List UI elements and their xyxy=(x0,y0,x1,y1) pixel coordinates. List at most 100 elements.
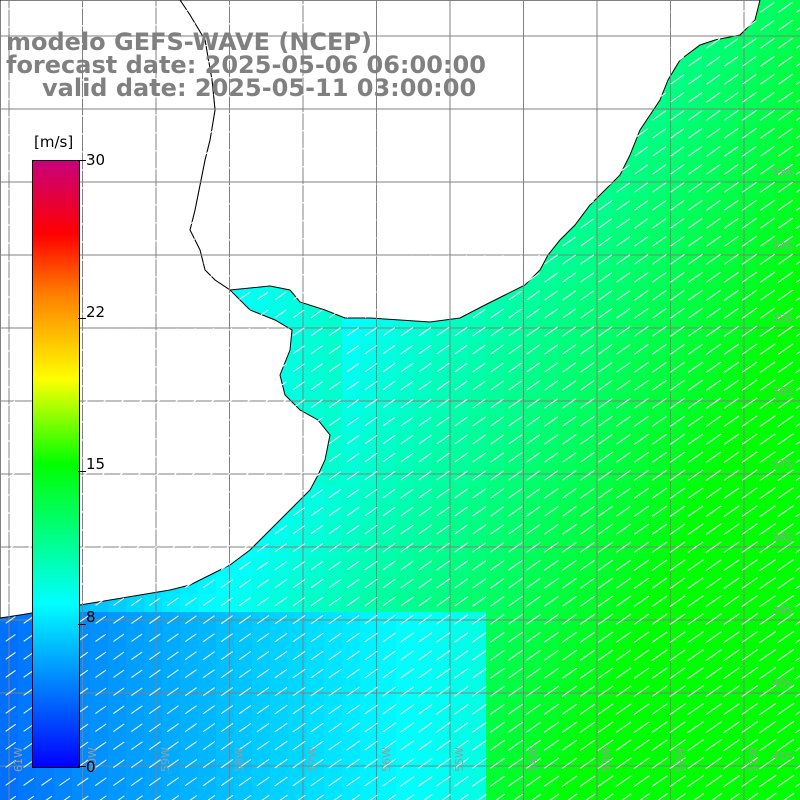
wind-arrow xyxy=(113,561,125,570)
wind-arrow xyxy=(238,489,251,499)
wind-arrow xyxy=(365,39,377,48)
wind-arrow xyxy=(543,595,559,607)
wind-arrow xyxy=(221,309,233,318)
wind-arrow xyxy=(113,525,125,534)
wind-arrow xyxy=(328,722,342,733)
wind-arrow xyxy=(741,181,757,193)
wind-arrow xyxy=(580,452,595,463)
wind-arrow xyxy=(239,363,251,372)
wind-arrow xyxy=(759,595,776,608)
wind-arrow xyxy=(670,56,685,67)
wind-arrow xyxy=(257,111,268,120)
wind-arrow xyxy=(113,274,124,282)
wind-arrow xyxy=(543,667,559,679)
wind-arrow xyxy=(23,328,34,336)
wind-arrow xyxy=(6,94,15,102)
wind-arrow xyxy=(382,560,396,571)
wind-arrow xyxy=(311,93,323,102)
wind-arrow xyxy=(598,434,613,445)
wind-arrow xyxy=(759,469,776,482)
wind-arrow xyxy=(508,506,523,517)
wind-arrow xyxy=(436,740,451,751)
wind-arrow xyxy=(131,705,143,714)
wind-arrow xyxy=(544,524,559,535)
wind-speed-cell xyxy=(612,792,630,800)
wind-arrow xyxy=(5,454,16,462)
wind-arrow xyxy=(688,128,703,139)
wind-arrow xyxy=(687,343,703,355)
wind-arrow xyxy=(41,130,51,138)
wind-arrow xyxy=(525,685,541,697)
wind-arrow xyxy=(705,757,723,770)
wind-arrow xyxy=(580,200,594,211)
wind-arrow xyxy=(310,327,323,337)
wind-arrow xyxy=(220,579,233,589)
wind-arrow xyxy=(526,542,541,553)
wind-arrow xyxy=(436,704,451,715)
wind-arrow xyxy=(615,415,631,427)
wind-arrow xyxy=(113,94,124,102)
wind-arrow xyxy=(346,686,360,697)
wind-arrow xyxy=(293,309,305,318)
wind-arrow xyxy=(401,75,413,84)
wind-arrow xyxy=(400,219,414,229)
wind-arrow xyxy=(544,362,559,373)
wind-arrow xyxy=(185,238,196,246)
wind-arrow xyxy=(508,272,522,283)
wind-arrow xyxy=(238,705,252,715)
wind-arrow xyxy=(705,217,721,229)
wind-arrow xyxy=(167,381,179,390)
wind-arrow xyxy=(508,524,523,535)
wind-arrow xyxy=(706,128,721,139)
wind-arrow xyxy=(400,416,414,427)
wind-arrow xyxy=(705,649,722,662)
wind-arrow xyxy=(777,612,795,626)
wind-arrow xyxy=(292,507,306,517)
wind-arrow xyxy=(436,21,449,31)
wind-arrow xyxy=(310,758,324,769)
wind-arrow xyxy=(418,183,432,193)
wind-arrow xyxy=(185,525,197,534)
wind-arrow xyxy=(472,200,486,211)
wind-arrow xyxy=(741,720,759,734)
wind-speed-cell xyxy=(594,792,612,800)
wind-speed-cell xyxy=(522,792,540,800)
wind-arrow xyxy=(561,577,577,589)
wind-arrow xyxy=(705,433,722,445)
wind-arrow xyxy=(275,75,286,84)
wind-arrow xyxy=(328,542,342,553)
wind-arrow xyxy=(113,58,123,66)
wind-arrow xyxy=(723,487,740,499)
wind-arrow xyxy=(777,73,793,85)
wind-arrow xyxy=(113,202,124,210)
wind-arrow xyxy=(580,92,594,103)
wind-arrow xyxy=(275,327,287,336)
wind-arrow xyxy=(652,182,667,193)
wind-arrow xyxy=(616,38,630,49)
wind-arrow xyxy=(657,793,668,800)
wind-arrow xyxy=(723,271,739,283)
wind-arrow xyxy=(561,649,577,661)
wind-arrow xyxy=(651,505,668,517)
wind-arrow xyxy=(454,596,469,607)
wind-arrow xyxy=(310,614,324,625)
wind-arrow xyxy=(5,759,17,768)
wind-arrow xyxy=(346,524,360,535)
wind-arrow xyxy=(166,705,179,715)
wind-arrow xyxy=(220,723,234,733)
wind-arrow xyxy=(274,417,287,427)
wind-arrow xyxy=(167,633,179,642)
wind-arrow xyxy=(742,2,757,13)
wind-arrow xyxy=(382,327,396,337)
wind-arrow xyxy=(311,237,323,246)
wind-arrow xyxy=(598,200,613,211)
colorbar-tick-mark xyxy=(78,624,86,625)
wind-arrow xyxy=(633,703,650,715)
wind-arrow xyxy=(562,110,576,121)
wind-arrow xyxy=(741,469,758,482)
wind-arrow xyxy=(78,22,87,30)
wind-speed-cell xyxy=(468,792,486,800)
wind-arrow xyxy=(544,20,558,31)
wind-arrow xyxy=(203,4,214,12)
wind-arrow xyxy=(203,381,215,390)
